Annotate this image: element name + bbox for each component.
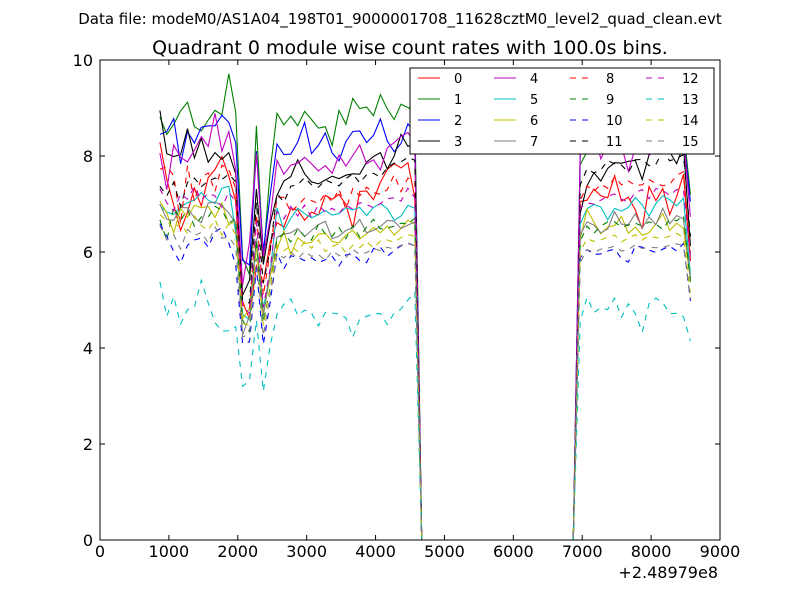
x-tick-label: 2000 [217,542,258,561]
legend-label-6: 6 [530,114,538,129]
legend-label-5: 5 [530,93,538,108]
x-tick-label: 6000 [493,542,534,561]
x-tick-label: 5000 [424,542,465,561]
axes-frame [99,59,721,541]
legend-label-3: 3 [454,135,462,150]
x-tick-label: 3000 [286,542,327,561]
legend-label-0: 0 [454,72,462,87]
y-tick-label: 8 [83,147,93,166]
legend-label-13: 13 [682,93,699,108]
x-tick-label: 4000 [355,542,396,561]
y-tick-label: 10 [73,51,93,70]
y-tick-label: 0 [83,531,93,550]
x-tick-label: 9000 [700,542,741,561]
y-tick-label: 6 [83,243,93,262]
y-tick-label: 4 [83,339,93,358]
legend-label-15: 15 [682,135,699,150]
legend-label-10: 10 [606,114,623,129]
x-offset-label: +2.48979e8 [618,563,718,582]
y-tick-label: 2 [83,435,93,454]
data-file-label: Data file: modeM0/AS1A04_198T01_90000017… [78,10,722,29]
legend-label-12: 12 [682,72,699,87]
x-tick-label: 8000 [631,542,672,561]
legend-label-2: 2 [454,114,462,129]
legend-label-4: 4 [530,72,538,87]
legend-frame [409,67,715,155]
legend-label-14: 14 [682,114,699,129]
legend-label-9: 9 [606,93,614,108]
legend-label-1: 1 [454,93,462,108]
x-tick-label: 7000 [562,542,603,561]
legend-label-11: 11 [606,135,623,150]
tick-layer: 0 1000 2000 3000 4000 5000 6000 7000 8000 9000 0 2 4… [73,51,741,561]
x-tick-label: 1000 [149,542,190,561]
legend-label-8: 8 [606,72,614,87]
legend-label-7: 7 [530,135,538,150]
x-tick-label: 0 [95,542,105,561]
chart-title: Quadrant 0 module wise count rates with … [152,37,668,59]
